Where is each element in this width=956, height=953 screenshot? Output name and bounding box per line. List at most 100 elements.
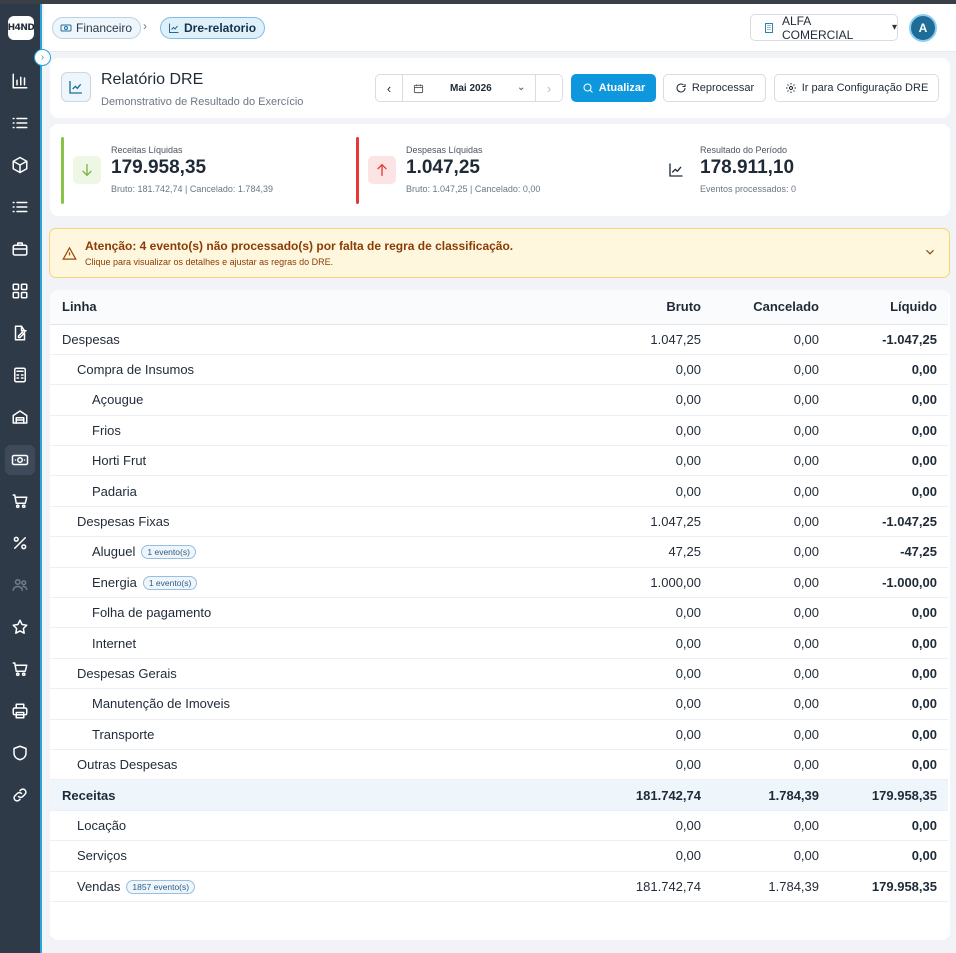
money-icon[interactable] xyxy=(5,445,35,475)
chevron-down-icon: ▾ xyxy=(891,22,897,33)
breadcrumb-dre-relatorio[interactable]: Dre-relatorio xyxy=(160,17,266,39)
event-count-badge[interactable]: 1 evento(s) xyxy=(142,575,198,590)
chevron-down-icon[interactable] xyxy=(923,245,937,259)
cell-bruto: 47,25 xyxy=(590,536,701,568)
company-selector[interactable]: ALFA COMERCIAL ▾ xyxy=(750,13,898,42)
row-label: Aluguel xyxy=(92,544,136,560)
cell-bruto: 181.742,74 xyxy=(590,871,701,902)
sidebar: H4ND xyxy=(0,4,42,953)
alert-title: Atenção: 4 evento(s) não processado(s) p… xyxy=(85,239,514,253)
cell-linha: Despesas Fixas xyxy=(50,506,590,538)
table-row[interactable]: Horti Frut 0,00 0,00 0,00 xyxy=(50,445,948,477)
percent-icon[interactable] xyxy=(9,532,31,554)
calculator-icon[interactable] xyxy=(9,364,31,386)
trending-up-icon xyxy=(61,72,91,102)
cell-cancelado: 0,00 xyxy=(701,415,819,447)
event-count-badge[interactable]: 1857 evento(s) xyxy=(126,879,196,894)
cell-liquido: 0,00 xyxy=(819,384,948,416)
row-label: Despesas Gerais xyxy=(77,665,177,681)
prev-period-button[interactable]: ‹ xyxy=(376,75,403,101)
list-icon[interactable] xyxy=(9,112,31,134)
trending-up-icon xyxy=(662,156,690,184)
warning-icon xyxy=(62,246,77,261)
table-row[interactable]: Serviços 0,00 0,00 0,00 xyxy=(50,840,948,872)
row-label: Horti Frut xyxy=(92,453,147,469)
avatar[interactable]: A xyxy=(909,14,937,42)
table-row[interactable]: Aluguel 1 evento(s) 47,25 0,00 -47,25 xyxy=(50,536,948,568)
kpi-label: Despesas Líquidas xyxy=(406,145,483,155)
shield-icon[interactable] xyxy=(9,742,31,764)
printer-icon[interactable] xyxy=(9,700,31,722)
cell-liquido: 0,00 xyxy=(819,719,948,750)
column-header-cancelado: Cancelado xyxy=(701,290,819,325)
bar-chart-icon[interactable] xyxy=(9,70,31,92)
breadcrumb-label: Dre-relatorio xyxy=(184,21,257,35)
event-count-badge[interactable]: 1 evento(s) xyxy=(141,545,196,560)
table-row[interactable]: Açougue 0,00 0,00 0,00 xyxy=(50,384,948,416)
cell-cancelado: 0,00 xyxy=(701,840,819,872)
table-row[interactable]: Locação 0,00 0,00 0,00 xyxy=(50,810,948,842)
row-label: Padaria xyxy=(92,483,137,499)
users-icon[interactable] xyxy=(9,574,31,596)
kpi-label: Receitas Líquidas xyxy=(111,145,183,155)
table-row[interactable]: Outras Despesas 0,00 0,00 0,00 xyxy=(50,749,948,781)
table-row[interactable]: Manutenção de Imoveis 0,00 0,00 0,00 xyxy=(50,688,948,720)
search-icon xyxy=(583,83,593,93)
cell-bruto: 0,00 xyxy=(590,384,701,416)
reprocess-button[interactable]: Reprocessar xyxy=(663,74,766,102)
cell-cancelado: 0,00 xyxy=(701,475,819,507)
cell-liquido: -1.047,25 xyxy=(819,324,948,355)
cell-linha: Serviços xyxy=(50,840,590,872)
list-icon[interactable] xyxy=(9,196,31,218)
table-row[interactable]: Transporte 0,00 0,00 0,00 xyxy=(50,719,948,750)
dre-config-button[interactable]: Ir para Configuração DRE xyxy=(774,74,939,102)
breadcrumb-financeiro[interactable]: Financeiro xyxy=(52,17,142,39)
cell-linha: Horti Frut xyxy=(50,445,590,477)
breadcrumb-label: Financeiro xyxy=(76,21,133,35)
unprocessed-events-alert[interactable]: Atenção: 4 evento(s) não processado(s) p… xyxy=(49,228,950,278)
table-row[interactable]: Despesas Fixas 1.047,25 0,00 -1.047,25 xyxy=(50,506,948,538)
cell-bruto: 0,00 xyxy=(590,810,701,842)
cart-icon[interactable] xyxy=(9,658,31,680)
table-row[interactable]: Energia 1 evento(s) 1.000,00 0,00 -1.000,00 xyxy=(50,567,948,599)
table-row[interactable]: Despesas 1.047,25 0,00 -1.047,25 xyxy=(50,324,948,355)
warehouse-icon[interactable] xyxy=(9,406,31,428)
link-icon[interactable] xyxy=(9,784,31,806)
box-icon[interactable] xyxy=(9,154,31,176)
table-row[interactable]: Vendas 1857 evento(s) 181.742,74 1.784,39 17… xyxy=(50,871,948,902)
sidebar-toggle-button[interactable]: › xyxy=(34,49,51,66)
table-row[interactable]: Folha de pagamento 0,00 0,00 0,00 xyxy=(50,597,948,629)
cell-cancelado: 0,00 xyxy=(701,688,819,720)
grid-icon[interactable] xyxy=(9,280,31,302)
money-icon xyxy=(60,24,72,32)
refresh-button[interactable]: Atualizar xyxy=(571,74,656,102)
cell-linha: Receitas xyxy=(50,779,590,811)
cell-cancelado: 0,00 xyxy=(701,506,819,538)
table-row[interactable]: Compra de Insumos 0,00 0,00 0,00 xyxy=(50,354,948,386)
period-dropdown[interactable]: Mai 2026 ⌄ xyxy=(403,75,535,101)
calendar-icon xyxy=(413,84,424,94)
cell-bruto: 0,00 xyxy=(590,597,701,629)
table-row[interactable]: Despesas Gerais 0,00 0,00 0,00 xyxy=(50,658,948,690)
table-row[interactable]: Padaria 0,00 0,00 0,00 xyxy=(50,475,948,507)
table-row[interactable]: Frios 0,00 0,00 0,00 xyxy=(50,415,948,447)
cell-liquido: -1.047,25 xyxy=(819,506,948,538)
arrow-down-icon xyxy=(73,156,101,184)
row-label: Transporte xyxy=(92,726,155,742)
table-row[interactable]: Internet 0,00 0,00 0,00 xyxy=(50,627,948,659)
kpi-details: Bruto: 1.047,25 | Cancelado: 0,00 xyxy=(406,184,541,194)
cart-icon[interactable] xyxy=(9,490,31,512)
column-header-bruto: Bruto xyxy=(590,290,701,325)
table-row[interactable]: Receitas 181.742,74 1.784,39 179.958,35 xyxy=(50,779,948,811)
company-name: ALFA COMERCIAL xyxy=(781,13,854,42)
cell-bruto: 0,00 xyxy=(590,840,701,872)
row-label: Receitas xyxy=(62,787,116,803)
next-period-button[interactable]: › xyxy=(535,75,562,101)
app-logo[interactable]: H4ND xyxy=(8,16,35,40)
briefcase-icon[interactable] xyxy=(9,238,31,260)
star-icon[interactable] xyxy=(9,616,31,638)
cell-bruto: 1.047,25 xyxy=(590,324,701,355)
column-header-linha: Linha xyxy=(50,290,590,325)
cell-linha: Compra de Insumos xyxy=(50,354,590,386)
edit-document-icon[interactable] xyxy=(9,322,31,344)
